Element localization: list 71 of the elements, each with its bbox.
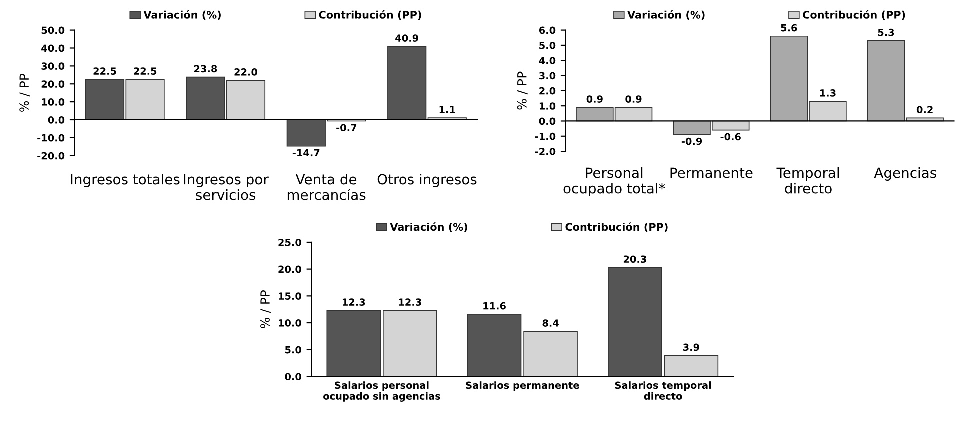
x-tick-label: Salarios temporal directo <box>615 382 712 400</box>
x-tick-label: Agencias <box>874 168 936 181</box>
bar <box>608 267 662 377</box>
data-label: 1.1 <box>440 106 456 114</box>
y-tick-label: 3.0 <box>540 72 556 80</box>
y-tick-label: 1.0 <box>540 102 556 110</box>
data-label: 8.4 <box>542 320 559 327</box>
data-label: 0.2 <box>916 106 933 114</box>
x-tick-label: Ingresos totales <box>71 174 180 188</box>
x-tick-label: Ingresos por servicios <box>184 174 269 200</box>
y-tick-label: 6.0 <box>539 26 556 34</box>
data-label: 12.3 <box>342 298 366 306</box>
data-label: 20.3 <box>624 256 646 264</box>
y-tick-label: 4.0 <box>539 57 556 64</box>
bar <box>467 314 522 377</box>
data-label: 23.8 <box>194 65 218 73</box>
x-tick-label: Salarios permanente <box>466 382 580 391</box>
y-tick-label: 25.0 <box>278 238 302 246</box>
y-tick-label: -2.0 <box>535 148 556 156</box>
legend-label: Variación (%) <box>628 10 705 20</box>
y-tick-label: 0.0 <box>285 373 302 381</box>
data-label: 22.5 <box>134 68 157 75</box>
y-axis-title: % / PP <box>517 72 528 110</box>
data-label: 0.9 <box>626 96 642 103</box>
bar <box>382 310 438 377</box>
bar <box>326 310 382 377</box>
bar <box>524 331 578 377</box>
x-tick-label: Permanente <box>670 168 753 178</box>
data-label: -14.7 <box>292 149 320 157</box>
y-tick-label: 40.0 <box>42 44 65 52</box>
data-label: -0.6 <box>720 133 741 141</box>
y-tick-label: -1.0 <box>535 132 556 140</box>
data-label: 12.3 <box>399 298 422 306</box>
y-tick-label: 2.0 <box>540 87 556 95</box>
x-tick-label: Temporal directo <box>776 168 840 194</box>
y-axis-title: % / PP <box>20 74 30 112</box>
x-tick-label: Venta de mercancías <box>288 174 366 200</box>
data-label: -0.9 <box>682 138 702 146</box>
legend-label: Variación (%) <box>144 10 221 20</box>
legend-label: Contribución (PP) <box>319 10 422 20</box>
x-tick-label: Salarios personal ocupado sin agencias <box>324 382 440 402</box>
data-label: 22.5 <box>94 68 116 75</box>
y-tick-label: -20.0 <box>38 152 65 160</box>
y-tick-label: 20.0 <box>42 80 65 88</box>
y-axis-title: % / PP <box>260 290 271 328</box>
y-tick-label: 10.0 <box>279 319 302 327</box>
y-tick-label: 20.0 <box>278 266 302 274</box>
data-label: -0.7 <box>336 124 357 132</box>
y-tick-label: 5.0 <box>285 346 302 354</box>
data-label: 40.9 <box>396 34 418 42</box>
x-tick-label: Personal ocupado total* <box>564 168 666 196</box>
y-tick-label: 10.0 <box>42 98 65 106</box>
data-label: 22.0 <box>234 68 258 76</box>
data-label: 5.3 <box>878 28 894 36</box>
data-label: 5.6 <box>781 24 798 32</box>
data-label: 0.9 <box>586 96 603 103</box>
y-tick-label: 0.0 <box>539 118 556 126</box>
y-tick-label: 0.0 <box>48 116 65 124</box>
y-tick-label: 5.0 <box>540 42 556 50</box>
data-label: 3.9 <box>683 344 700 352</box>
legend-label: Contribución (PP) <box>566 222 668 232</box>
y-tick-label: 15.0 <box>279 292 302 300</box>
bar <box>664 355 719 377</box>
data-label: 1.3 <box>820 90 836 97</box>
data-label: 11.6 <box>484 302 506 310</box>
x-tick-label: Otros ingresos <box>378 174 477 188</box>
y-tick-label: 30.0 <box>42 62 65 70</box>
legend-label: Variación (%) <box>390 222 468 232</box>
legend-label: Contribución (PP) <box>803 10 906 20</box>
y-tick-label: -10.0 <box>38 134 65 142</box>
y-tick-label: 50.0 <box>42 26 65 34</box>
